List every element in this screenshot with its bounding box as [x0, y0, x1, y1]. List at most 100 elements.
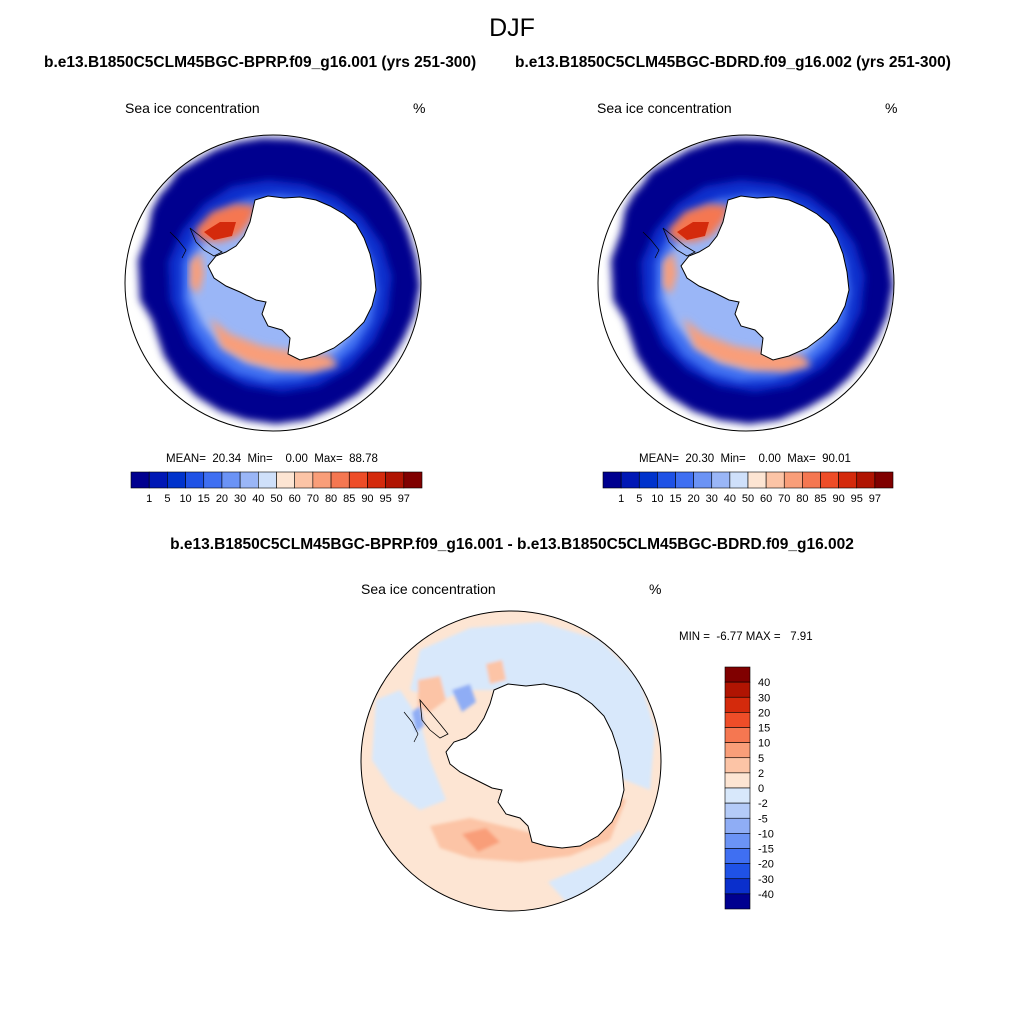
left-colorbar-label: 30 [234, 493, 246, 505]
left-colorbar-label: 95 [380, 493, 392, 505]
left-colorbar-box [403, 471, 423, 489]
right-antarctica-landmass [680, 195, 850, 361]
difference-colorbar-label: 2 [758, 768, 764, 780]
difference-colorbar-box [724, 848, 751, 864]
right-colorbar-box [856, 471, 876, 489]
difference-polar-map [360, 610, 662, 912]
right-colorbar-box [675, 471, 694, 489]
left-colorbar-box [330, 471, 350, 489]
left-colorbar: 1 5 10 15 20 30 40 50 60 70 80 85 90 95 97 [130, 471, 423, 505]
difference-colorbar-label: 0 [758, 783, 764, 795]
left-colorbar-label: 40 [252, 493, 264, 505]
diff-positive-weddell [418, 676, 446, 712]
difference-colorbar-label: -40 [758, 889, 774, 901]
right-colorbar-label: 50 [742, 493, 754, 505]
right-colorbar-label: 30 [706, 493, 718, 505]
right-colorbar-label: 70 [778, 493, 790, 505]
right-colorbar-box [802, 471, 821, 489]
difference-field [361, 611, 661, 911]
right-map-boundary [597, 134, 895, 432]
difference-colorbar-box [724, 802, 751, 819]
difference-colorbar-box [724, 787, 751, 804]
right-colorbar-box [747, 471, 767, 489]
left-colorbar-label: 97 [398, 493, 410, 505]
diff-variable-label: Sea ice concentration [361, 581, 496, 597]
difference-colorbar-box [724, 742, 751, 759]
left-colorbar-label: 10 [179, 493, 191, 505]
right-colorbar-box [638, 471, 658, 489]
right-run-title: b.e13.B1850C5CLM45BGC-BDRD.f09_g16.002 (… [515, 54, 951, 71]
left-colorbar-box [258, 471, 277, 489]
left-colorbar-box [221, 471, 241, 489]
right-colorbar-box [729, 471, 749, 489]
difference-colorbar-box [724, 696, 751, 713]
right-units-label: % [885, 100, 898, 116]
difference-colorbar-label: -15 [758, 844, 774, 856]
left-run-title: b.e13.B1850C5CLM45BGC-BPRP.f09_g16.001 (… [44, 54, 477, 71]
right-colorbar-box [874, 471, 894, 489]
right-colorbar-box [838, 471, 858, 489]
difference-colorbar-label: -30 [758, 874, 774, 886]
figure-title: DJF [489, 14, 535, 42]
left-sea-ice-field [125, 135, 421, 431]
difference-colorbar-box [724, 757, 751, 774]
right-colorbar-box [620, 471, 640, 489]
left-map-boundary [124, 134, 422, 432]
right-sea-ice-field [598, 135, 894, 431]
left-colorbar-label: 90 [361, 493, 373, 505]
difference-colorbar-box [724, 666, 751, 683]
left-colorbar-box [385, 471, 405, 489]
right-stats: MEAN= 20.30 Min= 0.00 Max= 90.01 [639, 453, 851, 465]
left-colorbar-label: 80 [325, 493, 337, 505]
difference-colorbar-label: -20 [758, 859, 774, 871]
difference-colorbar-box [724, 893, 751, 910]
right-colorbar-label: 10 [651, 493, 663, 505]
left-colorbar-box [312, 471, 332, 489]
difference-colorbar-label: 15 [758, 723, 770, 735]
left-colorbar-label: 5 [164, 493, 170, 505]
difference-colorbar-label: 5 [758, 753, 764, 765]
right-colorbar-label: 90 [833, 493, 845, 505]
right-colorbar-box [765, 471, 785, 489]
difference-colorbar-label: 20 [758, 707, 770, 719]
difference-colorbar-box [724, 833, 751, 849]
right-colorbar: 1 5 10 15 20 30 40 50 60 70 80 85 90 95 97 [602, 471, 894, 505]
difference-colorbar-box [724, 863, 751, 880]
right-colorbar-label: 15 [669, 493, 681, 505]
left-colorbar-label: 20 [216, 493, 228, 505]
difference-colorbar-label: -10 [758, 828, 774, 840]
diff-units-label: % [649, 581, 662, 597]
right-colorbar-label: 60 [760, 493, 772, 505]
right-colorbar-box [820, 471, 839, 489]
left-colorbar-label: 70 [307, 493, 319, 505]
difference-colorbar-box [724, 727, 751, 743]
left-colorbar-box [130, 471, 150, 489]
diff-antarctica-landmass [445, 683, 625, 849]
right-colorbar-box [602, 471, 622, 489]
left-colorbar-box [167, 471, 186, 489]
difference-colorbar-label: -2 [758, 798, 768, 810]
difference-map-boundary [360, 610, 662, 912]
left-colorbar-label: 15 [198, 493, 210, 505]
right-polar-map [597, 134, 895, 432]
left-colorbar-label: 50 [270, 493, 282, 505]
difference-colorbar-box [724, 878, 751, 895]
left-colorbar-box [185, 471, 205, 489]
right-colorbar-label: 40 [724, 493, 736, 505]
left-colorbar-box [203, 471, 223, 489]
left-colorbar-label: 85 [343, 493, 355, 505]
left-antarctica-landmass [207, 195, 377, 361]
difference-colorbar-label: 10 [758, 738, 770, 750]
right-colorbar-box [657, 471, 676, 489]
right-colorbar-label: 20 [688, 493, 700, 505]
left-colorbar-box [367, 471, 386, 489]
right-colorbar-box [693, 471, 713, 489]
difference-title: b.e13.B1850C5CLM45BGC-BPRP.f09_g16.001 -… [170, 536, 854, 553]
difference-colorbar-box [724, 817, 751, 834]
left-variable-label: Sea ice concentration [125, 100, 260, 116]
right-colorbar-label: 80 [796, 493, 808, 505]
difference-colorbar-box [724, 681, 751, 698]
difference-colorbar-label: 30 [758, 692, 770, 704]
